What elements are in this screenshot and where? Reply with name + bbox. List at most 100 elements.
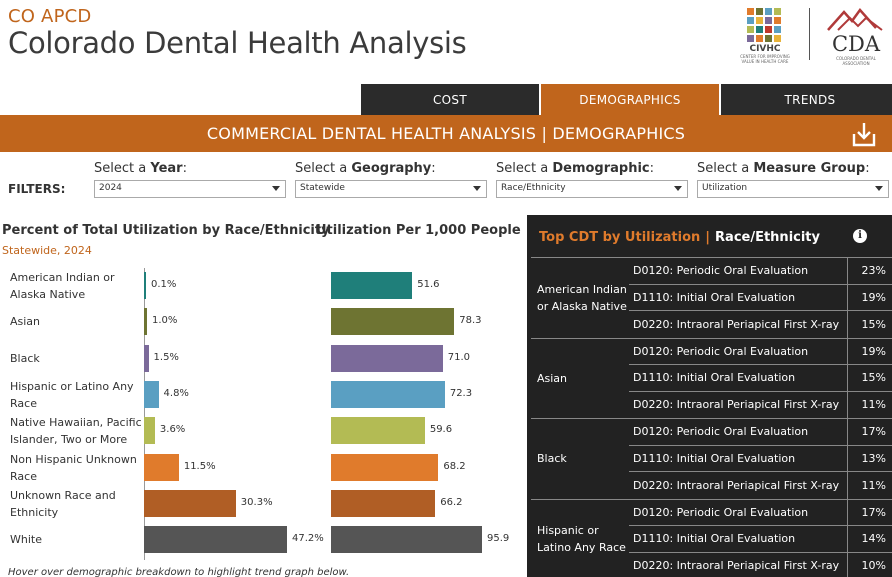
civhc-logo-tagline: CENTER FOR IMPROVING VALUE IN HEALTH CAR… [740, 54, 790, 64]
cdt-code: D0220: Intraoral Periapical First X-ray [633, 478, 840, 492]
cdt-code: D0120: Periodic Oral Evaluation [633, 344, 809, 358]
cdt-percent: 13% [847, 445, 892, 471]
rate-bar[interactable] [331, 417, 425, 445]
cdt-percent: 11% [847, 391, 892, 418]
pct-bar[interactable] [144, 526, 287, 554]
cdt-panel-title: Top CDT by Utilization | Race/Ethnicity [539, 230, 820, 245]
rate-bar[interactable] [331, 526, 482, 554]
cdt-group: American Indian or Alaska Native D0120: P… [531, 258, 892, 339]
footnote: Hover over demographic breakdown to high… [8, 567, 350, 577]
pct-value-label: 47.2% [292, 533, 324, 545]
category-label: American Indian or Alaska Native [10, 271, 115, 301]
measure-select[interactable]: Utilization [697, 180, 889, 198]
pct-bar[interactable] [144, 344, 149, 372]
cdt-code: D0220: Intraoral Periapical First X-ray [633, 398, 840, 412]
download-icon[interactable] [850, 120, 878, 148]
pct-value-label: 0.1% [151, 279, 177, 290]
cdt-group-label: Hispanic or Latino Any Race [537, 524, 626, 555]
cdt-percent: 17% [847, 499, 892, 525]
table-row[interactable]: D0120: Periodic Oral Evaluation 19% [629, 338, 892, 365]
geography-filter: Select a Geography: Statewide [295, 161, 487, 198]
measure-filter: Select a Measure Group: Utilization [697, 161, 889, 198]
cdt-code: D1110: Initial Oral Evaluation [633, 451, 796, 465]
year-filter-label: Select a Year: [94, 161, 187, 176]
pct-value-label: 3.6% [159, 424, 186, 436]
cdt-percent: 15% [847, 365, 892, 391]
pct-value-label: 1.0% [152, 315, 178, 327]
pct-bar[interactable] [144, 489, 236, 517]
pct-bar[interactable] [144, 453, 179, 481]
category-label: Asian [10, 315, 41, 329]
logo-divider [809, 8, 810, 60]
demographic-filter-label: Select a Demographic: [496, 161, 655, 176]
cdt-table: American Indian or Alaska Native D0120: P… [531, 257, 892, 577]
rate-bar[interactable] [331, 489, 436, 517]
table-row[interactable]: D0220: Intraoral Periapical First X-ray 1… [629, 552, 892, 577]
pct-value-label: 30.3% [240, 496, 273, 508]
chevron-down-icon [674, 186, 682, 191]
table-row[interactable]: D1110: Initial Oral Evaluation 19% [629, 284, 892, 311]
cdt-code: D0220: Intraoral Periapical First X-ray [633, 559, 840, 573]
table-row[interactable]: D0220: Intraoral Periapical First X-ray 1… [629, 472, 892, 499]
info-icon[interactable]: i [853, 229, 867, 243]
table-row[interactable]: D0120: Periodic Oral Evaluation 17% [629, 419, 892, 446]
table-row[interactable]: D1110: Initial Oral Evaluation 15% [629, 365, 892, 392]
rate-bar[interactable] [331, 453, 439, 481]
tab-trends[interactable]: TRENDS [721, 84, 892, 115]
cdt-code: D0120: Periodic Oral Evaluation [633, 425, 809, 439]
cda-logo-name: CDA [831, 32, 881, 56]
geography-select[interactable]: Statewide [295, 180, 487, 198]
cdt-percent: 19% [847, 284, 892, 310]
banner-title: COMMERCIAL DENTAL HEALTH ANALYSIS | DEMO… [206, 124, 686, 143]
cdt-code: D1110: Initial Oral Evaluation [633, 532, 796, 546]
cdt-percent: 17% [847, 419, 892, 445]
table-row[interactable]: D0120: Periodic Oral Evaluation 17% [629, 499, 892, 526]
rate-bar[interactable] [331, 344, 443, 372]
chevron-down-icon [875, 186, 883, 191]
header-kicker: CO APCD [8, 6, 92, 27]
rate-bar[interactable] [331, 380, 445, 408]
civhc-logo-mark [747, 8, 796, 42]
cdt-group-label: Black [537, 452, 567, 466]
table-row[interactable]: D1110: Initial Oral Evaluation 13% [629, 445, 892, 472]
cdt-percent: 11% [847, 472, 892, 499]
cdt-code: D0120: Periodic Oral Evaluation [633, 505, 809, 519]
category-label: Hispanic or Latino Any Race [10, 379, 134, 410]
pct-bar[interactable] [144, 380, 159, 408]
rate-value-label: 95.9 [487, 533, 510, 545]
pct-value-label: 4.8% [163, 387, 189, 399]
pct-bar[interactable] [144, 272, 146, 299]
chevron-down-icon [272, 186, 280, 191]
table-row[interactable]: D1110: Initial Oral Evaluation 14% [629, 526, 892, 553]
table-row[interactable]: D0220: Intraoral Periapical First X-ray 1… [629, 311, 892, 338]
rate-value-label: 59.6 [429, 424, 453, 436]
category-label: Non Hispanic Unknown Race [10, 452, 137, 483]
cdt-percent: 10% [847, 552, 892, 577]
category-label: Unknown Race and Ethnicity [10, 488, 116, 519]
rate-value-label: 71.0 [447, 351, 471, 363]
rate-value-label: 66.2 [440, 496, 463, 508]
pct-bar[interactable] [144, 308, 148, 336]
year-select[interactable]: 2024 [94, 180, 286, 198]
tab-bar: COST DEMOGRAPHICS TRENDS [361, 84, 892, 115]
table-row[interactable]: D0220: Intraoral Periapical First X-ray 1… [629, 391, 892, 418]
table-row[interactable]: D0120: Periodic Oral Evaluation 23% [629, 258, 892, 285]
pct-bar[interactable] [144, 417, 155, 445]
cdt-group: Black D0120: Periodic Oral Evaluation 17% D… [531, 419, 892, 500]
cdt-percent: 15% [847, 311, 892, 338]
geography-filter-label: Select a Geography: [295, 161, 436, 176]
rate-value-label: 78.3 [459, 315, 482, 327]
rate-bar[interactable] [331, 272, 413, 299]
category-label: White [10, 533, 42, 547]
cdt-percent: 19% [847, 338, 892, 364]
pct-chart-subtitle: Statewide, 2024 [2, 244, 92, 257]
section-banner: COMMERCIAL DENTAL HEALTH ANALYSIS | DEMO… [0, 115, 892, 152]
demographic-select[interactable]: Race/Ethnicity [496, 180, 688, 198]
rate-bar[interactable] [331, 308, 455, 336]
cdt-group-label: Asian [537, 371, 568, 385]
pct-chart-axis [144, 268, 145, 560]
tab-demographics[interactable]: DEMOGRAPHICS [541, 84, 719, 115]
tab-cost[interactable]: COST [361, 84, 539, 115]
rate-value-label: 72.3 [449, 387, 473, 399]
year-filter: Select a Year: 2024 [94, 161, 286, 198]
